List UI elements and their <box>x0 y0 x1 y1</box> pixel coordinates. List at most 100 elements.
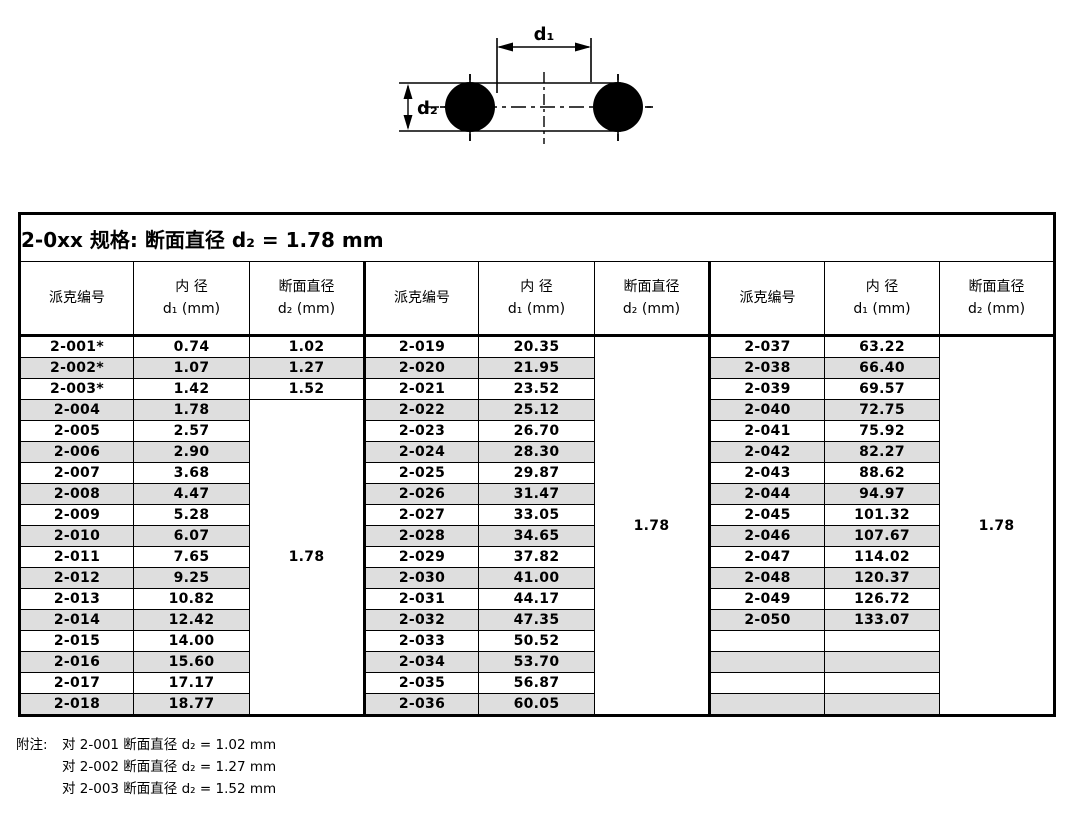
inner-diameter-cell: 17.17 <box>133 672 250 694</box>
left-cross-section-circle <box>445 82 495 132</box>
inner-diameter-cell: 33.05 <box>478 504 595 526</box>
inner-diameter-cell: 25.12 <box>478 399 595 421</box>
inner-diameter-cell: 31.47 <box>478 483 595 505</box>
inner-diameter-cell: 15.60 <box>133 651 250 673</box>
parker-code-cell: 2-031 <box>363 588 479 610</box>
inner-diameter-cell: 29.87 <box>478 462 595 484</box>
inner-diameter-cell: 6.07 <box>133 525 250 547</box>
table-row: 2-012 9.25 2-030 41.00 2-048 120.37 <box>19 567 1055 589</box>
inner-diameter-cell: 50.52 <box>478 630 595 652</box>
parker-code-cell: 2-038 <box>708 357 825 379</box>
parker-code-cell: 2-034 <box>363 651 479 673</box>
inner-diameter-cell: 20.35 <box>478 335 595 358</box>
inner-diameter-cell: 63.22 <box>824 335 940 358</box>
footnote-line: 附注: 对 2-001 断面直径 d₂ = 1.02 mm <box>16 734 276 756</box>
table-row: 2-017 17.17 2-035 56.87 <box>19 672 1055 694</box>
parker-code-cell: 2-026 <box>363 483 479 505</box>
parker-code-cell: 2-016 <box>19 651 134 673</box>
header-parker-code: 派克编号 <box>708 261 825 337</box>
table-row: 2-010 6.07 2-028 34.65 2-046 107.67 <box>19 525 1055 547</box>
table-title: 2-0xx 规格: 断面直径 d₂ = 1.78 mm <box>18 213 1056 262</box>
header-cross-section: 断面直径 d₂ (mm) <box>594 261 710 337</box>
header-parker-code: 派克编号 <box>19 261 134 337</box>
parker-code-cell: 2-033 <box>363 630 479 652</box>
parker-code-cell: 2-027 <box>363 504 479 526</box>
inner-diameter-cell: 2.90 <box>133 441 250 463</box>
parker-code-cell: 2-037 <box>708 335 825 358</box>
header-parker-code: 派克编号 <box>363 261 479 337</box>
parker-code-cell: 2-019 <box>363 335 479 358</box>
inner-diameter-cell: 5.28 <box>133 504 250 526</box>
parker-code-cell: 2-040 <box>708 399 825 421</box>
table-row: 2-002* 1.07 1.27 2-020 21.95 2-038 66.40 <box>19 357 1055 379</box>
d2-arrowhead-bottom <box>403 115 413 130</box>
parker-code-cell: 2-043 <box>708 462 825 484</box>
right-cross-section-circle <box>593 82 643 132</box>
parker-code-cell <box>708 693 825 716</box>
parker-code-cell: 2-002* <box>19 357 134 379</box>
footnote-label: 附注: <box>16 737 48 753</box>
table-row: 2-013 10.82 2-031 44.17 2-049 126.72 <box>19 588 1055 610</box>
table-row: 2-006 2.90 2-024 28.30 2-042 82.27 <box>19 441 1055 463</box>
inner-diameter-cell: 72.75 <box>824 399 940 421</box>
parker-code-cell <box>708 672 825 694</box>
parker-code-cell: 2-018 <box>19 693 134 716</box>
inner-diameter-cell: 10.82 <box>133 588 250 610</box>
parker-code-cell: 2-044 <box>708 483 825 505</box>
inner-diameter-cell: 3.68 <box>133 462 250 484</box>
footnote-label <box>16 756 62 778</box>
parker-code-cell: 2-003* <box>19 378 134 400</box>
parker-code-cell: 2-006 <box>19 441 134 463</box>
inner-diameter-cell: 2.57 <box>133 420 250 442</box>
inner-diameter-cell: 34.65 <box>478 525 595 547</box>
inner-diameter-cell: 101.32 <box>824 504 940 526</box>
spec-table-body: 2-001* 0.74 1.02 2-019 20.35 1.78 2-037 63.22 1.… <box>19 335 1056 716</box>
table-row: 2-001* 0.74 1.02 2-019 20.35 1.78 2-037 63.22 1.… <box>19 335 1056 716</box>
inner-diameter-cell: 53.70 <box>478 651 595 673</box>
inner-diameter-cell: 0.74 <box>133 335 250 358</box>
table-row: 2-003* 1.42 1.52 2-021 23.52 2-039 69.57 <box>19 378 1055 400</box>
parker-code-cell: 2-030 <box>363 567 479 589</box>
parker-code-cell: 2-025 <box>363 462 479 484</box>
parker-code-cell: 2-050 <box>708 609 825 631</box>
inner-diameter-cell: 133.07 <box>824 609 940 631</box>
table-row: 2-016 15.60 2-034 53.70 <box>19 651 1055 673</box>
table-row: 2-011 7.65 2-029 37.82 2-047 114.02 <box>19 546 1055 568</box>
inner-diameter-cell: 66.40 <box>824 357 940 379</box>
d1-arrowhead-left <box>497 42 513 52</box>
inner-diameter-cell: 82.27 <box>824 441 940 463</box>
parker-code-cell: 2-028 <box>363 525 479 547</box>
inner-diameter-cell: 37.82 <box>478 546 595 568</box>
d1-arrowhead-right <box>575 42 591 52</box>
footnote-line: 对 2-002 断面直径 d₂ = 1.27 mm <box>16 756 276 778</box>
parker-code-cell: 2-008 <box>19 483 134 505</box>
header-inner-diameter: 内 径 d₁ (mm) <box>824 261 940 337</box>
table-row: 2-014 12.42 2-032 47.35 2-050 133.07 <box>19 609 1055 631</box>
inner-diameter-cell: 47.35 <box>478 609 595 631</box>
inner-diameter-cell <box>824 651 940 673</box>
table-row: 2-018 18.77 2-036 60.05 <box>19 693 1055 716</box>
footnote-line: 对 2-003 断面直径 d₂ = 1.52 mm <box>16 778 276 800</box>
parker-code-cell <box>708 630 825 652</box>
inner-diameter-cell: 28.30 <box>478 441 595 463</box>
inner-diameter-cell: 75.92 <box>824 420 940 442</box>
inner-diameter-cell: 120.37 <box>824 567 940 589</box>
parker-code-cell: 2-005 <box>19 420 134 442</box>
cross-section-cell: 1.27 <box>249 357 365 379</box>
parker-code-cell: 2-024 <box>363 441 479 463</box>
inner-diameter-cell: 44.17 <box>478 588 595 610</box>
inner-diameter-cell: 1.07 <box>133 357 250 379</box>
inner-diameter-cell: 1.42 <box>133 378 250 400</box>
header-cross-section: 断面直径 d₂ (mm) <box>249 261 365 337</box>
parker-code-cell: 2-048 <box>708 567 825 589</box>
footnotes: 附注: 对 2-001 断面直径 d₂ = 1.02 mm 对 2-002 断面… <box>16 734 276 800</box>
inner-diameter-cell <box>824 672 940 694</box>
footnote-text: 对 2-003 断面直径 d₂ = 1.52 mm <box>62 781 277 797</box>
parker-code-cell: 2-035 <box>363 672 479 694</box>
inner-diameter-cell: 69.57 <box>824 378 940 400</box>
cross-section-cell: 1.52 <box>249 378 365 400</box>
table-row: 2-007 3.68 2-025 29.87 2-043 88.62 <box>19 462 1055 484</box>
inner-diameter-cell: 41.00 <box>478 567 595 589</box>
inner-diameter-cell <box>824 630 940 652</box>
